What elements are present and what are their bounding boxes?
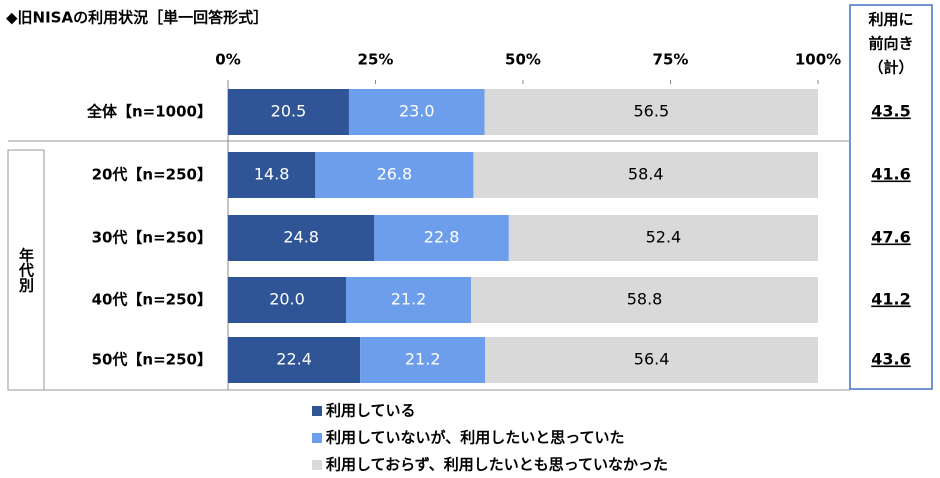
y-tick-label: 40代【n=250】 xyxy=(92,291,212,309)
chart-title: ◆旧NISAの利用状況［単一回答形式］ xyxy=(6,9,268,27)
data-label: 58.8 xyxy=(627,290,663,309)
bar-segment xyxy=(360,337,486,383)
bar-segment xyxy=(484,89,818,135)
data-label: 24.8 xyxy=(283,228,319,247)
bar-segment xyxy=(228,152,316,198)
totals-box xyxy=(849,4,933,390)
bar-segment xyxy=(374,215,509,261)
bar-segment xyxy=(228,215,375,261)
legend-label: 利用している xyxy=(326,402,416,420)
bar-segment xyxy=(228,89,349,135)
bar-segment xyxy=(228,337,361,383)
x-tick-label: 100% xyxy=(795,51,841,69)
y-tick-label: 30代【n=250】 xyxy=(92,229,212,247)
total-value: 43.6 xyxy=(871,350,910,369)
totals-header: 利用に xyxy=(868,11,913,29)
bar-segment xyxy=(485,337,818,383)
bar-segment xyxy=(508,215,818,261)
total-value: 41.6 xyxy=(871,165,910,184)
y-tick-label: 全体【n=1000】 xyxy=(86,103,212,121)
total-value: 47.6 xyxy=(871,228,910,247)
data-label: 22.8 xyxy=(424,228,460,247)
y-tick-label: 50代【n=250】 xyxy=(92,351,212,369)
data-label: 52.4 xyxy=(646,228,682,247)
legend-label: 利用しておらず、利用したいとも思っていなかった xyxy=(326,456,668,474)
group-label: 年代別 xyxy=(17,247,35,294)
x-tick-label: 50% xyxy=(505,51,541,69)
x-tick-label: 0% xyxy=(215,51,240,69)
legend-swatch xyxy=(312,433,322,443)
total-value: 41.2 xyxy=(871,290,910,309)
data-label: 21.2 xyxy=(391,290,427,309)
data-label: 14.8 xyxy=(254,165,290,184)
legend-swatch xyxy=(312,460,322,470)
totals-header: （計） xyxy=(868,59,913,77)
data-label: 22.4 xyxy=(276,350,312,369)
legend-label: 利用していないが、利用したいと思っていた xyxy=(326,429,625,447)
bar-segment xyxy=(471,277,818,323)
bar-segment xyxy=(473,152,818,198)
data-label: 21.2 xyxy=(405,350,441,369)
data-label: 56.4 xyxy=(634,350,670,369)
bar-segment xyxy=(348,89,485,135)
y-tick-label: 20代【n=250】 xyxy=(92,166,212,184)
data-label: 58.4 xyxy=(628,165,664,184)
x-tick-label: 25% xyxy=(358,51,394,69)
data-label: 23.0 xyxy=(399,102,435,121)
totals-header: 前向き xyxy=(868,35,913,53)
bar-segment xyxy=(346,277,472,323)
bar-segment xyxy=(315,152,474,198)
legend-swatch xyxy=(312,406,322,416)
data-label: 20.0 xyxy=(269,290,305,309)
group-box xyxy=(7,149,45,391)
bar-segment xyxy=(228,277,346,323)
data-label: 56.5 xyxy=(634,102,670,121)
data-label: 20.5 xyxy=(271,102,307,121)
total-value: 43.5 xyxy=(871,102,910,121)
data-label: 26.8 xyxy=(377,165,413,184)
x-tick-label: 75% xyxy=(653,51,689,69)
